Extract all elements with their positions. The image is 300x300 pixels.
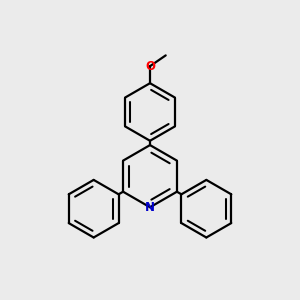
Text: N: N (145, 201, 155, 214)
Text: O: O (145, 60, 155, 73)
